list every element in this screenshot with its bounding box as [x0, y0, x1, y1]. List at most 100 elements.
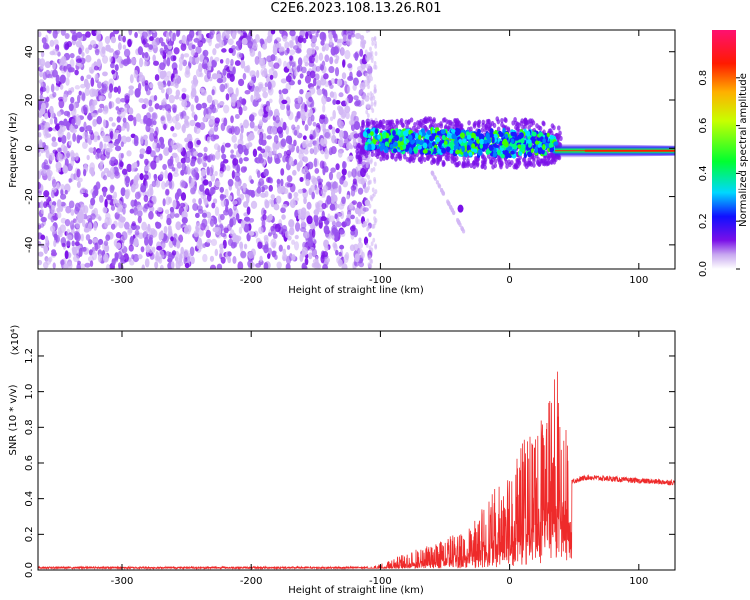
noise-speckle — [359, 48, 364, 57]
signal-core — [408, 147, 413, 155]
noise-speckle — [172, 132, 178, 138]
noise-speckle — [297, 208, 303, 215]
noise-speckle — [73, 231, 79, 236]
snr-xtick-label: -100 — [369, 576, 392, 587]
noise-speckle — [66, 131, 71, 140]
noise-speckle — [75, 40, 83, 48]
noise-speckle — [195, 68, 203, 78]
noise-speckle — [83, 205, 89, 215]
signal-core — [542, 138, 547, 144]
noise-speckle — [299, 253, 304, 262]
signal-core — [417, 145, 422, 150]
noise-speckle — [227, 238, 234, 247]
signal-core — [380, 144, 386, 150]
noise-speckle — [66, 150, 71, 159]
noise-speckle — [269, 177, 274, 184]
noise-speckle — [289, 221, 295, 230]
noise-speckle — [139, 119, 145, 124]
noise-speckle — [98, 194, 104, 203]
noise-speckle — [315, 65, 321, 72]
noise-speckle — [115, 129, 120, 135]
noise-speckle — [224, 83, 228, 90]
noise-speckle — [294, 69, 298, 77]
noise-speckle — [299, 73, 304, 79]
signal-halo — [376, 150, 380, 157]
noise-speckle — [316, 88, 323, 96]
noise-speckle — [120, 141, 124, 148]
noise-speckle — [326, 257, 330, 263]
noise-speckle — [150, 227, 156, 236]
signal-halo — [546, 160, 551, 166]
signal-core — [418, 134, 422, 141]
noise-speckle — [225, 34, 230, 39]
noise-speckle — [149, 132, 155, 142]
signal-core — [455, 149, 461, 155]
signal-halo — [382, 155, 386, 161]
noise-speckle — [94, 73, 99, 81]
noise-speckle — [301, 246, 308, 256]
noise-speckle — [281, 203, 288, 209]
noise-speckle — [341, 263, 348, 269]
noise-speckle — [289, 49, 296, 56]
noise-speckle — [285, 125, 290, 135]
noise-speckle — [304, 104, 308, 113]
noise-speckle — [373, 161, 377, 167]
noise-speckle — [183, 115, 190, 121]
noise-speckle — [120, 125, 126, 131]
noise-speckle — [111, 258, 116, 266]
colorbar-tick-label: 0.0 — [698, 261, 709, 277]
noise-speckle — [85, 234, 91, 241]
signal-halo — [514, 163, 519, 169]
noise-speckle — [289, 55, 293, 61]
noise-speckle — [249, 70, 256, 78]
noise-speckle — [214, 180, 221, 188]
noise-speckle — [320, 216, 327, 222]
signal-core — [504, 133, 509, 139]
noise-speckle — [273, 134, 279, 145]
noise-speckle — [92, 190, 97, 199]
noise-speckle — [370, 259, 374, 264]
noise-speckle — [75, 113, 80, 122]
noise-speckle — [58, 230, 63, 238]
noise-speckle — [193, 230, 199, 238]
noise-speckle — [328, 65, 335, 74]
noise-speckle — [38, 181, 41, 190]
noise-speckle — [225, 57, 230, 65]
noise-speckle — [220, 198, 227, 207]
noise-speckle — [38, 251, 44, 257]
noise-speckle — [280, 207, 286, 214]
signal-core — [458, 138, 462, 144]
signal-halo — [552, 159, 557, 165]
signal-halo — [538, 125, 543, 132]
noise-speckle — [50, 83, 55, 93]
noise-speckle — [362, 79, 369, 87]
noise-speckle — [84, 87, 90, 96]
noise-speckle — [367, 30, 371, 33]
snr-ytick-label: 0.4 — [24, 491, 35, 507]
signal-core — [520, 137, 525, 144]
signal-core — [366, 128, 371, 134]
noise-speckle — [229, 218, 234, 228]
noise-speckle — [115, 242, 122, 250]
noise-speckle — [220, 232, 227, 238]
noise-speckle — [272, 46, 278, 56]
signal-halo — [447, 123, 452, 130]
noise-speckle — [74, 69, 79, 76]
noise-speckle — [204, 188, 210, 196]
noise-speckle — [137, 46, 144, 56]
signal-core — [510, 138, 515, 144]
noise-speckle — [298, 159, 303, 168]
noise-speckle — [219, 83, 226, 93]
faint-feature — [450, 208, 454, 213]
noise-speckle — [184, 262, 190, 269]
signal-core — [399, 136, 403, 143]
noise-speckle — [313, 157, 318, 168]
noise-speckle — [190, 90, 196, 97]
noise-speckle — [224, 64, 230, 71]
noise-speckle — [174, 95, 180, 100]
noise-speckle — [78, 90, 82, 96]
signal-core — [364, 144, 368, 151]
noise-speckle — [120, 59, 128, 65]
signal-core — [468, 151, 473, 157]
noise-speckle — [59, 74, 66, 84]
